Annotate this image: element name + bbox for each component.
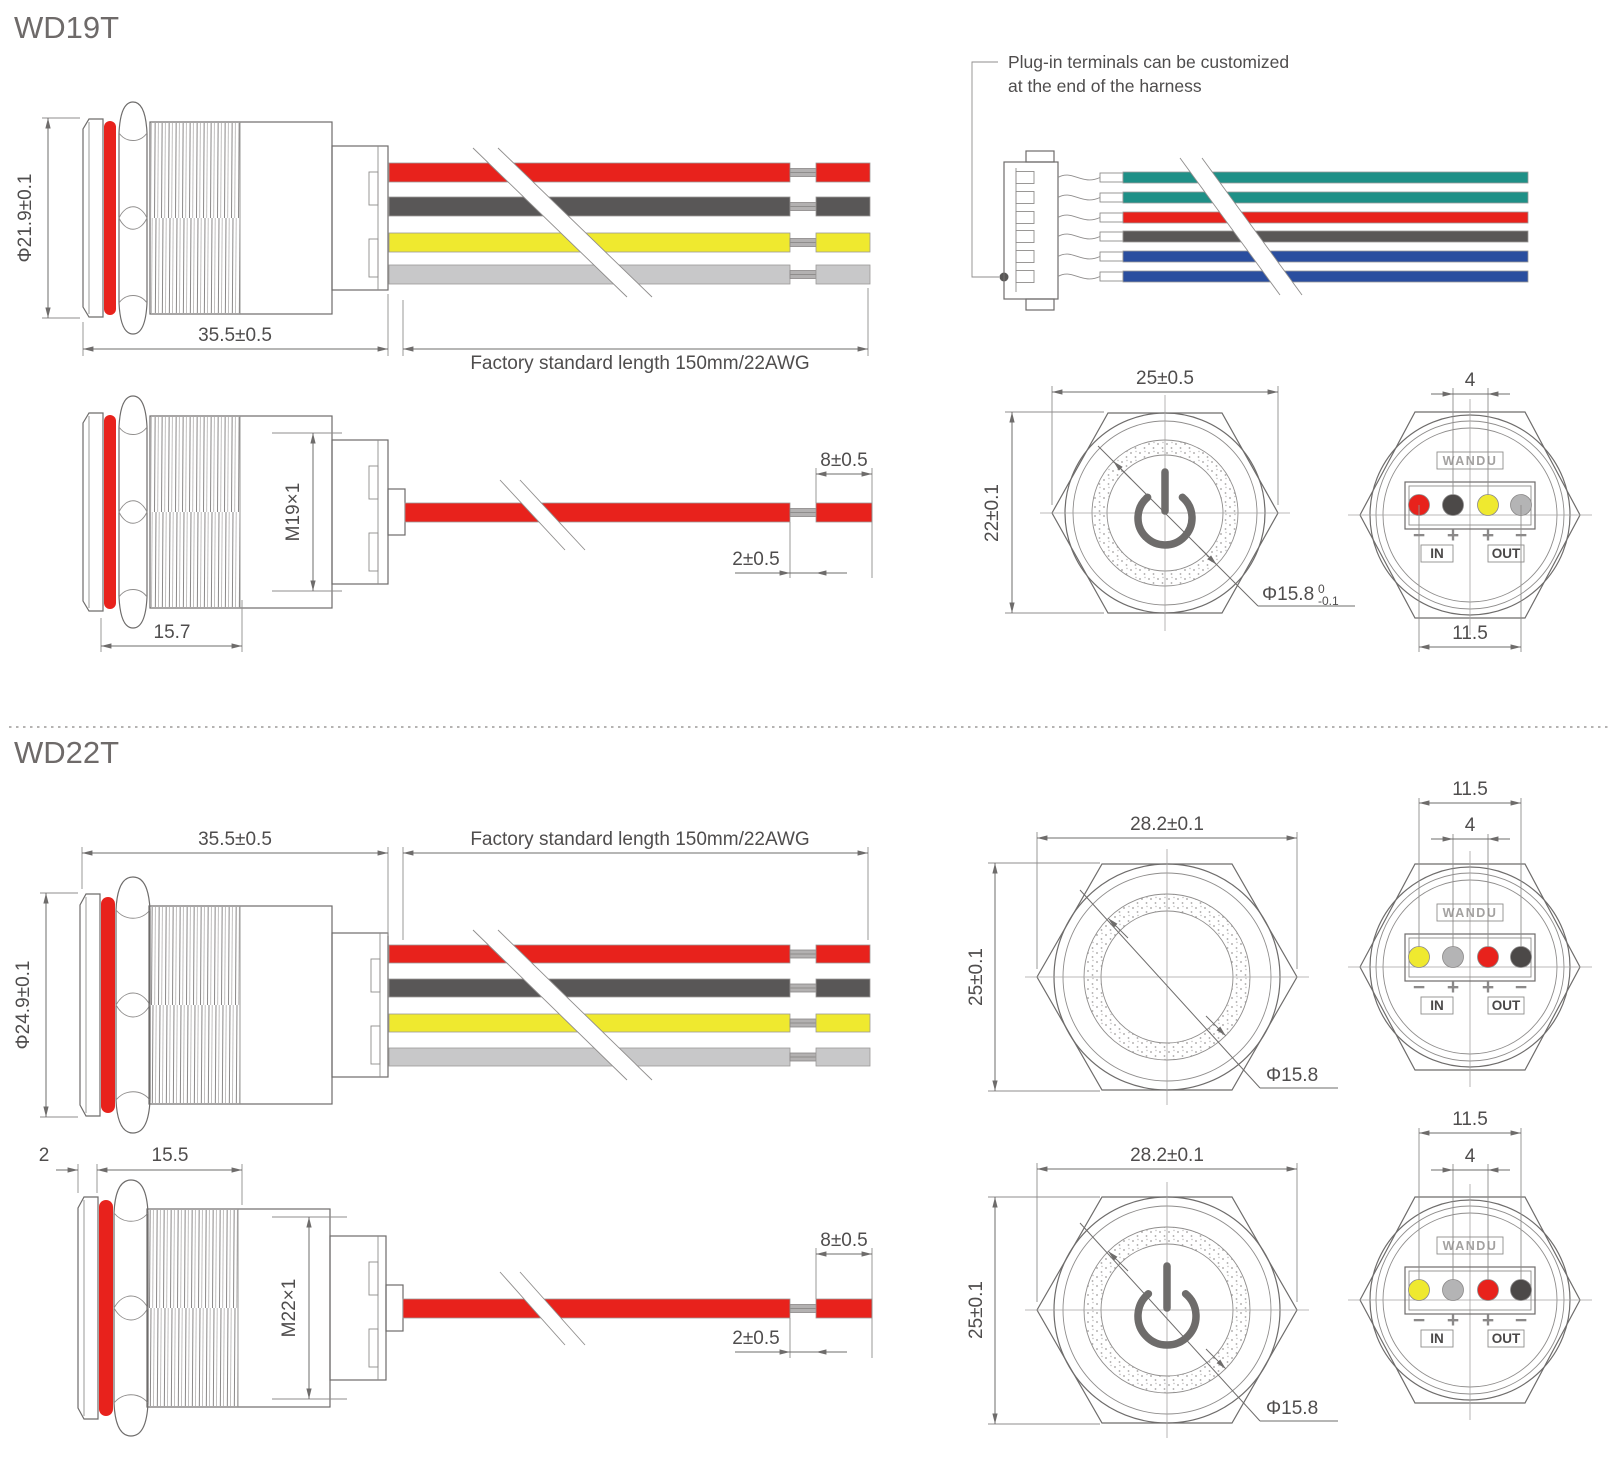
polarity-minus-1: −	[1413, 1309, 1425, 1332]
pin-1	[1408, 1279, 1430, 1301]
polarity-plus-1: +	[1447, 1309, 1459, 1332]
out-label: OUT	[1492, 546, 1521, 561]
brand-label: WANDU	[1443, 454, 1498, 468]
plug-in-terminal-diagram: Plug-in terminals can be customized at t…	[971, 52, 1529, 311]
wd19t-back-view: WANDU − + + − IN OUT 4 11.5	[1347, 370, 1593, 652]
dim-pitch-19: 4	[1465, 370, 1476, 391]
dim-tail-19: 8±0.5	[820, 450, 867, 471]
in-label: IN	[1430, 1331, 1444, 1346]
wd19t-front-view: 25±0.5 22±0.1 Φ15.8 0 -0.1	[982, 368, 1355, 632]
pin-2	[1442, 494, 1464, 516]
pin-2	[1442, 1279, 1464, 1301]
out-label: OUT	[1492, 1331, 1521, 1346]
dim-span-19: 11.5	[1452, 623, 1488, 644]
polarity-minus-2: −	[1515, 976, 1527, 999]
connector-leads	[1057, 172, 1124, 282]
dim-body-length-19: 35.5±0.5	[198, 325, 272, 346]
wd19t-side-view-harness: Φ21.9±0.1 35.5±0.5 Factory standard leng…	[15, 101, 871, 374]
dim-height-22a: 25±0.1	[966, 948, 987, 1006]
wd22t-back-view-top: WANDU − + + − IN OUT 11.5 4	[1347, 779, 1593, 1088]
dim-led-19: Φ15.8	[1262, 584, 1314, 605]
dim-front-length-22: 15.5	[152, 1145, 189, 1166]
wd22t-front-view-power: 28.2±0.1 25±0.1 Φ15.8	[966, 1145, 1338, 1439]
dim-width-19: 25±0.5	[1136, 368, 1194, 389]
dim-led-22a: Φ15.8	[1266, 1065, 1318, 1086]
dim-diameter-19: Φ21.9±0.1	[15, 174, 36, 263]
dim-bezel-22: 2	[39, 1145, 50, 1166]
polarity-plus-2: +	[1482, 524, 1494, 547]
pin-4	[1510, 946, 1532, 968]
dim-pitch-22a: 4	[1465, 815, 1476, 836]
pin-3	[1477, 494, 1499, 516]
pin-4	[1510, 1279, 1532, 1301]
brand-label: WANDU	[1443, 1239, 1498, 1253]
dim-thread-19: M19×1	[283, 483, 304, 542]
wd22t-side-view-thread: 2 15.5 M22×1 8±0.5 2±0.5	[39, 1145, 873, 1437]
polarity-plus-1: +	[1447, 524, 1459, 547]
power-icon	[1134, 468, 1196, 549]
dim-strip-22: 2±0.5	[732, 1328, 779, 1349]
wd22t-back-view-bottom: WANDU − + + − IN OUT 11.5 4	[1347, 1109, 1593, 1421]
polarity-plus-2: +	[1482, 1309, 1494, 1332]
dim-span-22b: 11.5	[1452, 1109, 1488, 1130]
dim-led-tol-lower: -0.1	[1318, 594, 1339, 608]
dim-height-19: 22±0.1	[982, 484, 1003, 542]
dim-span-22a: 11.5	[1452, 779, 1488, 800]
polarity-plus-2: +	[1482, 976, 1494, 999]
dim-body-length-22: 35.5±0.5	[198, 829, 272, 850]
out-label: OUT	[1492, 998, 1521, 1013]
wd22t-title: WD22T	[14, 735, 119, 770]
dim-diameter-22: Φ24.9±0.1	[13, 961, 34, 1050]
power-icon	[1134, 1262, 1200, 1349]
wd19t-title: WD19T	[14, 10, 119, 45]
dim-width-22a: 28.2±0.1	[1130, 814, 1204, 835]
wd22t-side-view-harness: Φ24.9±0.1 35.5±0.5 Factory standard leng…	[13, 829, 871, 1134]
in-label: IN	[1430, 998, 1444, 1013]
dim-led-tol-upper: 0	[1318, 582, 1325, 596]
pin-2	[1442, 946, 1464, 968]
connector-housing	[1003, 150, 1059, 311]
wd22t-front-view-plain: 28.2±0.1 25±0.1 Φ15.8	[966, 814, 1338, 1106]
dim-height-22b: 25±0.1	[966, 1281, 987, 1339]
dim-tail-22: 8±0.5	[820, 1230, 867, 1251]
dim-front-length-19: 15.7	[154, 622, 191, 643]
dim-led-22b: Φ15.8	[1266, 1398, 1318, 1419]
wd22t-harness-wires	[388, 944, 871, 1067]
wd19t-side-view-thread: M19×1 15.7 8±0.5 2±0.5	[82, 395, 873, 652]
polarity-minus-2: −	[1515, 1309, 1527, 1332]
note-line2: at the end of the harness	[1008, 76, 1202, 96]
dim-strip-19: 2±0.5	[732, 549, 779, 570]
brand-label: WANDU	[1443, 906, 1498, 920]
customizable-harness-wires	[1122, 171, 1529, 283]
wd19t-harness-wires	[388, 162, 871, 285]
dim-wire-length-19: Factory standard length 150mm/22AWG	[470, 353, 809, 374]
in-label: IN	[1430, 546, 1444, 561]
dim-width-22b: 28.2±0.1	[1130, 1145, 1204, 1166]
dim-thread-22: M22×1	[279, 1279, 300, 1338]
polarity-plus-1: +	[1447, 976, 1459, 999]
dim-pitch-22b: 4	[1465, 1146, 1476, 1167]
pin-1	[1408, 946, 1430, 968]
note-line1: Plug-in terminals can be customized	[1008, 52, 1289, 72]
pin-3	[1477, 1279, 1499, 1301]
pin-3	[1477, 946, 1499, 968]
polarity-minus-1: −	[1413, 976, 1425, 999]
dim-wire-length-22: Factory standard length 150mm/22AWG	[470, 829, 809, 850]
